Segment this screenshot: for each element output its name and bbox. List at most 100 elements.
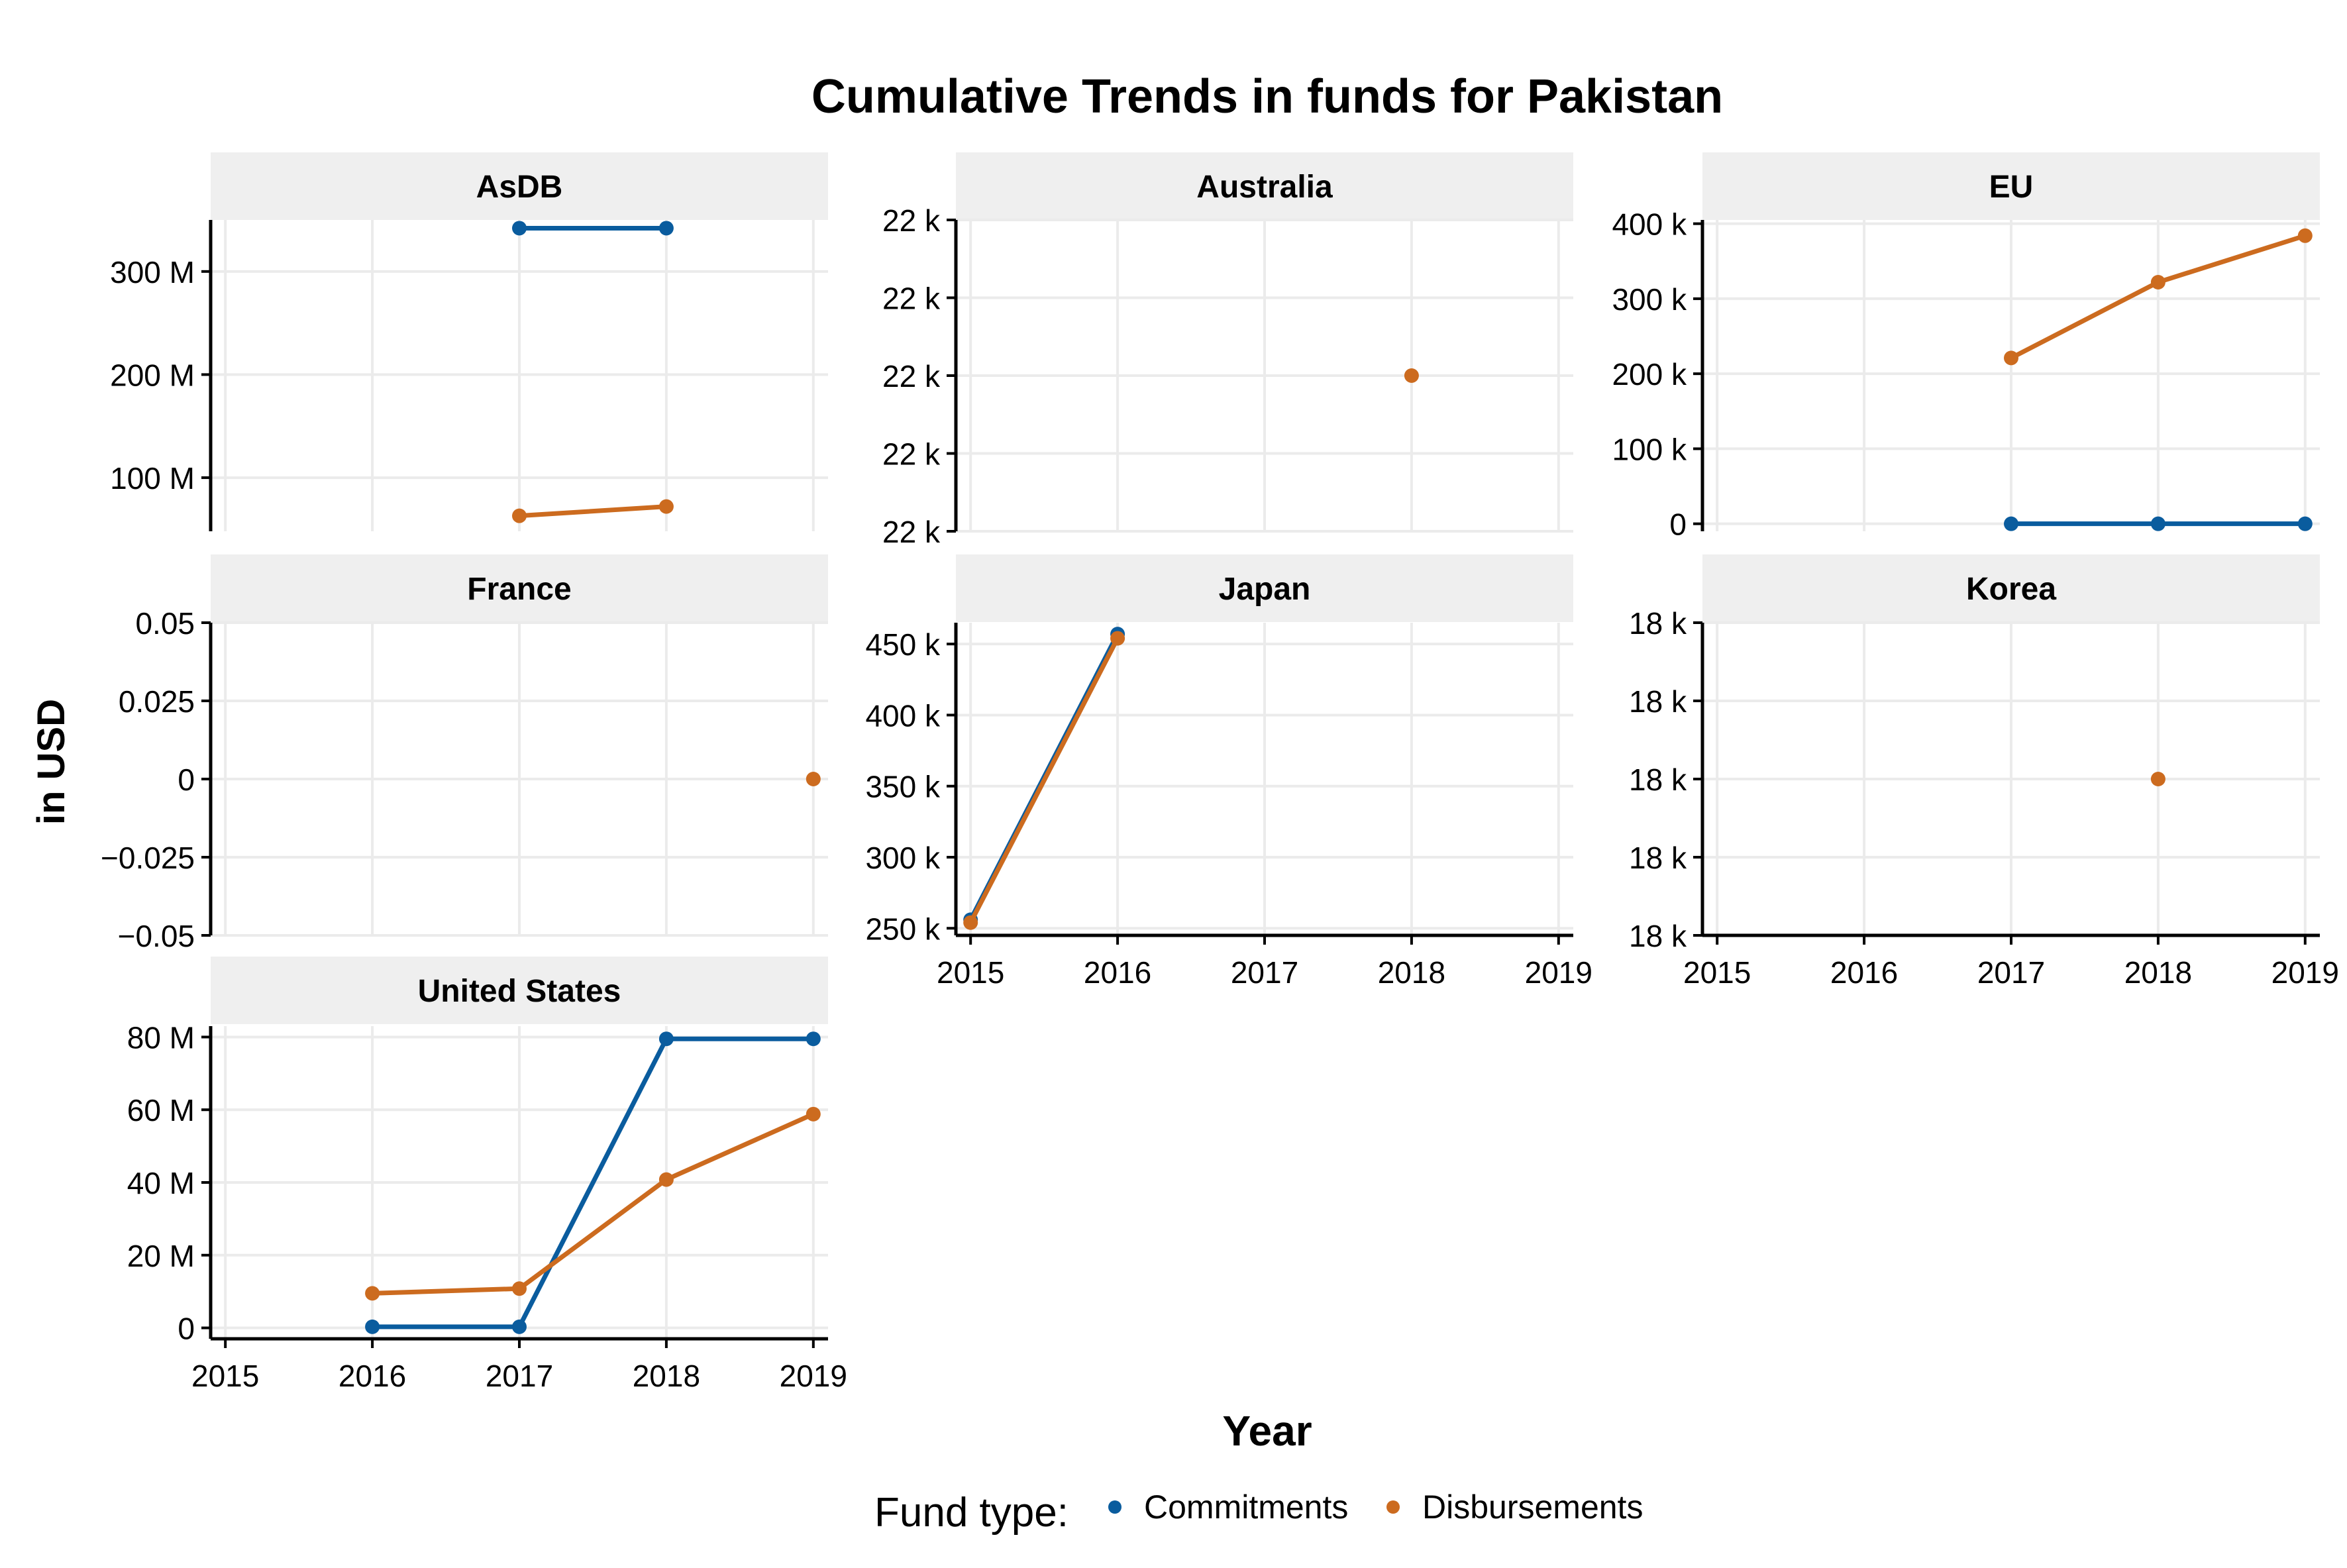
- series-line-disbursements: [968, 636, 1120, 925]
- x-tick-label: 2018: [633, 1359, 700, 1393]
- series-line-disbursements: [517, 504, 669, 519]
- facet-strip: [211, 152, 828, 220]
- y-tick-label: 450 k: [865, 627, 941, 662]
- y-tick-label: 18 k: [1629, 919, 1687, 953]
- panel-france: France −0.05 −0.025 0 0.025 0.05: [101, 554, 828, 953]
- facet-strip-label: Australia: [1196, 170, 1333, 205]
- y-axis-title: in USD: [30, 699, 73, 825]
- data-point-disbursements: [1404, 368, 1419, 383]
- y-tick-label: 22 k: [882, 359, 941, 393]
- data-point-disbursements: [2004, 350, 2018, 366]
- y-tick-label: 22 k: [882, 515, 941, 549]
- x-tick-label: 2017: [1977, 955, 2045, 990]
- y-tick-label: 22 k: [882, 437, 941, 472]
- facet-strip-label: Japan: [1219, 572, 1311, 607]
- y-tick-label: 22 k: [882, 282, 941, 316]
- data-point-commitments: [806, 1031, 821, 1047]
- x-tick-label: 2016: [1084, 955, 1151, 990]
- y-tick-label: 18 k: [1629, 606, 1687, 641]
- data-point-commitments: [512, 1319, 527, 1334]
- facet-strip-label: France: [467, 572, 571, 607]
- data-point-commitments: [658, 1031, 674, 1047]
- data-point-disbursements: [806, 1106, 821, 1122]
- y-tick-label: 400 k: [865, 698, 941, 733]
- facet-strip: [956, 152, 1573, 220]
- facet-strip-label: EU: [1989, 170, 2034, 205]
- data-point-disbursements: [365, 1286, 380, 1301]
- data-point-disbursements: [512, 1281, 527, 1296]
- facet-strip: [211, 957, 828, 1024]
- y-tick-label: 40 M: [127, 1166, 195, 1200]
- facet-strip: [211, 554, 828, 622]
- y-tick-label: 300 k: [1612, 282, 1687, 317]
- series-line-disbursements: [370, 1112, 816, 1296]
- y-tick-label: 0: [178, 1312, 195, 1346]
- y-tick-label: 20 M: [127, 1239, 195, 1273]
- panel-eu: EU 0 100 k 200 k 300 k 400 k: [1612, 152, 2320, 542]
- panel-japan: Japan 250 k 300 k 350 k 400 k 450 k 2015 2016 20…: [865, 554, 1592, 990]
- y-tick-label: 100 M: [110, 461, 195, 496]
- y-tick-label: 100 k: [1612, 432, 1687, 466]
- x-tick-label: 2015: [1683, 955, 1751, 990]
- y-tick-label: 0.05: [135, 606, 195, 641]
- y-tick-label: 18 k: [1629, 762, 1687, 797]
- y-tick-label: 300 M: [110, 255, 195, 289]
- panel-australia: Australia 22 k 22 k 22 k 22 k 22 k: [882, 152, 1573, 549]
- y-tick-label: 18 k: [1629, 684, 1687, 719]
- x-tick-label: 2019: [780, 1359, 847, 1393]
- data-point-disbursements: [2297, 228, 2313, 243]
- y-tick-label: 22 k: [882, 203, 941, 238]
- y-tick-label: 250 k: [865, 912, 941, 946]
- y-tick-label: 60 M: [127, 1093, 195, 1127]
- x-tick-label: 2019: [1525, 955, 1592, 990]
- data-point-commitments: [658, 221, 674, 236]
- legend-key-disbursements: [1386, 1500, 1400, 1514]
- y-tick-label: 18 k: [1629, 841, 1687, 875]
- data-point-commitments: [512, 221, 527, 236]
- facet-strip: [1702, 554, 2320, 622]
- series-line-commitments: [370, 1036, 816, 1330]
- y-tick-label: 80 M: [127, 1020, 195, 1055]
- legend: Fund type: Commitments Disbursements: [874, 1489, 1643, 1536]
- legend-label-commitments: Commitments: [1144, 1489, 1348, 1526]
- data-point-commitments: [365, 1319, 380, 1334]
- data-point-disbursements: [2150, 772, 2165, 786]
- data-point-disbursements: [1110, 631, 1125, 646]
- facet-strip: [956, 554, 1573, 622]
- data-point-disbursements: [806, 772, 821, 786]
- data-point-commitments: [2004, 516, 2018, 531]
- x-tick-label: 2015: [191, 1359, 259, 1393]
- data-point-disbursements: [512, 508, 527, 523]
- x-tick-label: 2016: [339, 1359, 406, 1393]
- y-tick-label: 350 k: [865, 770, 941, 804]
- y-tick-label: 0: [178, 762, 195, 797]
- facet-strip-label: Korea: [1966, 572, 2056, 607]
- facet-strip: [1702, 152, 2320, 220]
- data-point-commitments: [2150, 516, 2165, 531]
- y-tick-label: 0: [1669, 507, 1687, 542]
- x-tick-label: 2019: [2271, 955, 2339, 990]
- data-point-disbursements: [658, 499, 674, 514]
- x-axis-title: Year: [1222, 1407, 1312, 1455]
- data-point-disbursements: [658, 1172, 674, 1187]
- x-tick-label: 2018: [1378, 955, 1445, 990]
- y-tick-label: 400 k: [1612, 207, 1687, 242]
- x-tick-label: 2015: [937, 955, 1004, 990]
- y-tick-label: 300 k: [865, 841, 941, 875]
- facet-strip-label: United States: [418, 974, 621, 1009]
- legend-label-disbursements: Disbursements: [1422, 1489, 1643, 1526]
- panel-asdb: AsDB 100 M 200 M 300 M: [110, 152, 828, 531]
- data-point-commitments: [2297, 516, 2313, 531]
- legend-key-commitments: [1108, 1500, 1121, 1514]
- facet-panels: AsDB 100 M 200 M 300 M Australia 22 k 22 k 22 k…: [101, 152, 2339, 1393]
- facet-strip-label: AsDB: [476, 170, 563, 205]
- y-tick-label: −0.025: [101, 841, 195, 875]
- y-tick-label: 200 k: [1612, 357, 1687, 392]
- legend-title: Fund type:: [874, 1490, 1069, 1536]
- x-tick-label: 2016: [1830, 955, 1898, 990]
- data-point-disbursements: [2150, 275, 2165, 289]
